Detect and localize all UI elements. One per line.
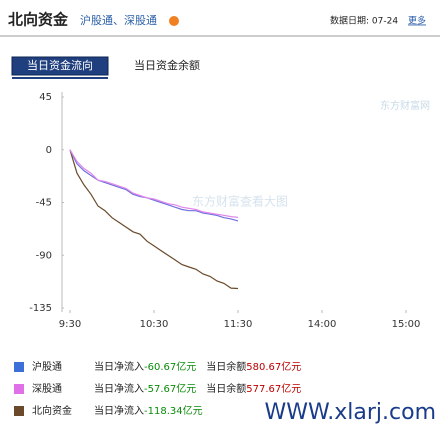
series-line — [69, 149, 239, 290]
legend-name: 北向资金 — [32, 404, 72, 417]
legend-summary-part: 577.67亿元 — [246, 382, 301, 395]
legend-name: 沪股通 — [32, 360, 62, 373]
legend-summary-part: 当日净流入 — [94, 382, 144, 395]
y-tick-label: -45 — [36, 198, 52, 209]
legend-summary-part: 580.67亿元 — [246, 360, 301, 373]
help-icon[interactable] — [169, 16, 179, 26]
legend-swatch — [14, 362, 24, 372]
subtitle-link[interactable]: 沪股通、深股通 — [80, 13, 157, 27]
legend-summary-part: 当日净流入 — [94, 360, 144, 373]
date-label: 数据日期: 07-24 — [330, 15, 398, 27]
legend-summary-part: 当日净流入 — [94, 404, 144, 417]
legend-summary: 当日净流入-57.67亿元 当日余额577.67亿元 — [94, 382, 301, 395]
x-tick-label: 15:00 — [392, 319, 421, 330]
tab[interactable]: 当日资金余额 — [134, 58, 200, 72]
y-tick-label: -135 — [29, 303, 52, 314]
tab[interactable]: 当日资金流向 — [27, 58, 93, 72]
legend-summary-part: -60.67亿元 — [144, 360, 196, 373]
x-tick-label: 9:30 — [59, 319, 81, 330]
x-tick-label: 14:00 — [308, 319, 337, 330]
legend-summary-part: -118.34亿元 — [144, 404, 203, 417]
x-tick-label: 10:30 — [140, 319, 169, 330]
watermark-logo: 东方财富网 — [380, 99, 430, 112]
legend-swatch — [14, 384, 24, 394]
more-link[interactable]: 更多 — [408, 15, 426, 27]
y-tick-label: 0 — [46, 145, 52, 156]
legend-name: 深股通 — [32, 383, 62, 395]
series-line — [69, 149, 239, 222]
y-tick-label: 45 — [39, 92, 52, 103]
legend-summary-part: -57.67亿元 — [144, 382, 196, 395]
tab-active[interactable] — [11, 56, 109, 76]
title: 北向资金 — [8, 11, 69, 29]
legend-swatch — [14, 406, 24, 416]
x-tick-label: 11:30 — [224, 319, 253, 330]
watermark: 东方财富查看大图 — [192, 194, 288, 209]
legend-summary-part: 当日余额 — [206, 360, 246, 373]
legend-summary: 当日净流入-60.67亿元 当日余额580.67亿元 — [94, 360, 301, 373]
legend-summary: 当日净流入-118.34亿元 — [94, 404, 203, 417]
series-line — [69, 149, 239, 218]
site-watermark: WWW.xlarj.com — [265, 400, 436, 425]
legend-summary-part: 当日余额 — [206, 382, 246, 395]
y-tick-label: -90 — [36, 250, 52, 261]
